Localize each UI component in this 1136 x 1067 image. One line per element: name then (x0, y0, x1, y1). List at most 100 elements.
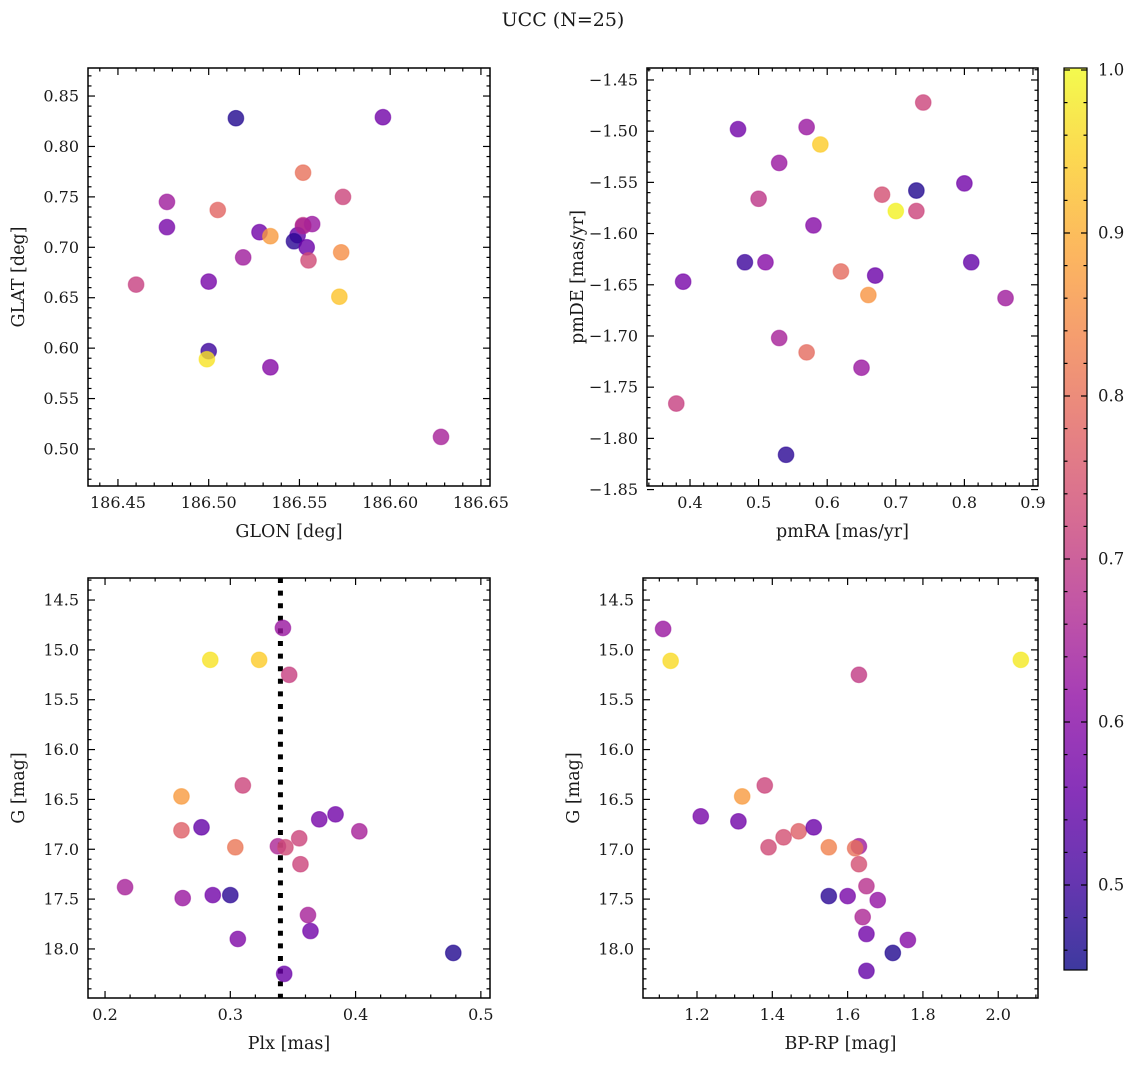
data-point (173, 788, 190, 805)
y-tick-label: −1.75 (589, 378, 638, 397)
x-tick-label: 0.6 (814, 493, 839, 512)
tick-labels: 0.4 0.5 0.6 0.7 0.8 0.9 −1.45 −1.50 −1.55 −1.60 −1… (589, 70, 1046, 512)
data-point (907, 182, 925, 199)
data-point (757, 253, 774, 271)
x-tick-label: 0.5 (468, 1005, 493, 1024)
x-tick-label: 186.65 (453, 493, 509, 512)
data-point (854, 908, 872, 926)
data-point (327, 805, 344, 823)
data-point (193, 818, 210, 836)
scatter-points (127, 108, 450, 446)
data-point (962, 253, 980, 271)
x-tick-label: 2.0 (986, 1005, 1011, 1024)
data-point (274, 619, 292, 637)
x-tick-label: 186.45 (90, 493, 146, 512)
data-point (798, 118, 816, 136)
data-point (820, 887, 838, 905)
data-point (730, 812, 747, 830)
data-point (770, 154, 788, 172)
panel-bprp-g: 1.2 1.4 1.6 1.8 2.0 14.5 15.0 15.5 16.0 16.5 17.0 1… (564, 577, 1039, 1054)
data-point (300, 252, 317, 269)
y-tick-label: 16.0 (43, 740, 79, 759)
x-tick-label: 0.2 (92, 1005, 117, 1024)
y-tick-label: −1.50 (589, 122, 638, 141)
x-tick-label: 1.8 (910, 1005, 935, 1024)
data-point (839, 887, 857, 905)
y-tick-label: 0.65 (43, 288, 79, 307)
colorbar-ticks (1064, 69, 1087, 951)
data-point (873, 186, 891, 204)
data-point (667, 395, 685, 412)
data-point (127, 276, 145, 294)
panel-frame (87, 577, 491, 999)
data-point (302, 922, 319, 940)
y-tick-label: 15.0 (598, 640, 634, 659)
data-point (294, 164, 312, 182)
y-tick-label: 0.55 (43, 389, 79, 408)
data-point (859, 286, 877, 304)
data-point (790, 822, 808, 840)
x-tick-label: 0.7 (883, 493, 908, 512)
data-point (770, 329, 788, 347)
panel-glon-glat: 186.45 186.50 186.55 186.60 186.65 0.85 0.80 0.… (9, 67, 509, 542)
colorbar-gradient (1064, 68, 1087, 970)
data-point (777, 446, 795, 464)
scatter-points (654, 620, 1030, 980)
data-point (866, 267, 884, 284)
axis-ticks (88, 578, 490, 998)
data-point (250, 651, 268, 669)
data-point (227, 109, 245, 127)
data-point (798, 343, 816, 361)
data-point (887, 202, 905, 220)
x-axis-label: GLON [deg] (235, 522, 342, 542)
axis-ticks (647, 68, 1038, 491)
panel-plx-g: 0.2 0.3 0.4 0.5 14.5 15.0 15.5 16.0 16.5 17.0 17.5… (9, 577, 494, 1054)
data-point (805, 216, 822, 234)
data-point (1012, 651, 1030, 669)
data-point (299, 906, 317, 924)
colorbar: 1.0 0.9 0.8 0.7 0.6 0.5 (1063, 61, 1124, 971)
data-point (914, 94, 932, 111)
data-point (374, 108, 392, 126)
data-point (811, 136, 829, 153)
y-tick-label: 17.5 (598, 890, 634, 909)
tick-labels: 1.2 1.4 1.6 1.8 2.0 14.5 15.0 15.5 16.0 16.5 17.0 1… (598, 591, 1011, 1024)
y-tick-label: 15.5 (598, 690, 634, 709)
data-point (869, 891, 887, 909)
data-point (674, 273, 692, 291)
x-tick-label: 1.6 (835, 1005, 860, 1024)
y-tick-label: 0.85 (43, 87, 79, 106)
y-tick-label: 17.5 (43, 890, 79, 909)
y-tick-label: −1.55 (589, 173, 638, 192)
y-tick-label: 16.5 (43, 790, 79, 809)
data-point (226, 838, 244, 856)
data-point (820, 838, 838, 856)
data-point (234, 777, 252, 794)
data-point (173, 821, 190, 839)
x-tick-label: 0.3 (218, 1005, 243, 1024)
data-point (209, 201, 227, 219)
y-tick-label: 14.5 (43, 591, 79, 610)
colorbar-tick-label: 0.6 (1098, 713, 1124, 732)
data-point (332, 243, 350, 261)
data-point (733, 788, 751, 805)
x-tick-label: 1.4 (760, 1005, 785, 1024)
data-point (729, 120, 747, 138)
axis-ticks (88, 68, 490, 486)
x-tick-label: 0.8 (952, 493, 977, 512)
y-axis-label: G [mag] (9, 752, 29, 823)
data-point (204, 886, 222, 904)
data-point (116, 878, 134, 896)
data-point (201, 651, 219, 669)
y-tick-label: 16.0 (598, 740, 634, 759)
data-point (310, 810, 328, 828)
y-tick-label: −1.80 (589, 429, 638, 448)
data-point (277, 838, 294, 856)
data-point (692, 807, 710, 825)
data-point (221, 886, 239, 904)
data-point (850, 666, 868, 684)
data-point (997, 289, 1014, 307)
data-point (292, 855, 309, 873)
